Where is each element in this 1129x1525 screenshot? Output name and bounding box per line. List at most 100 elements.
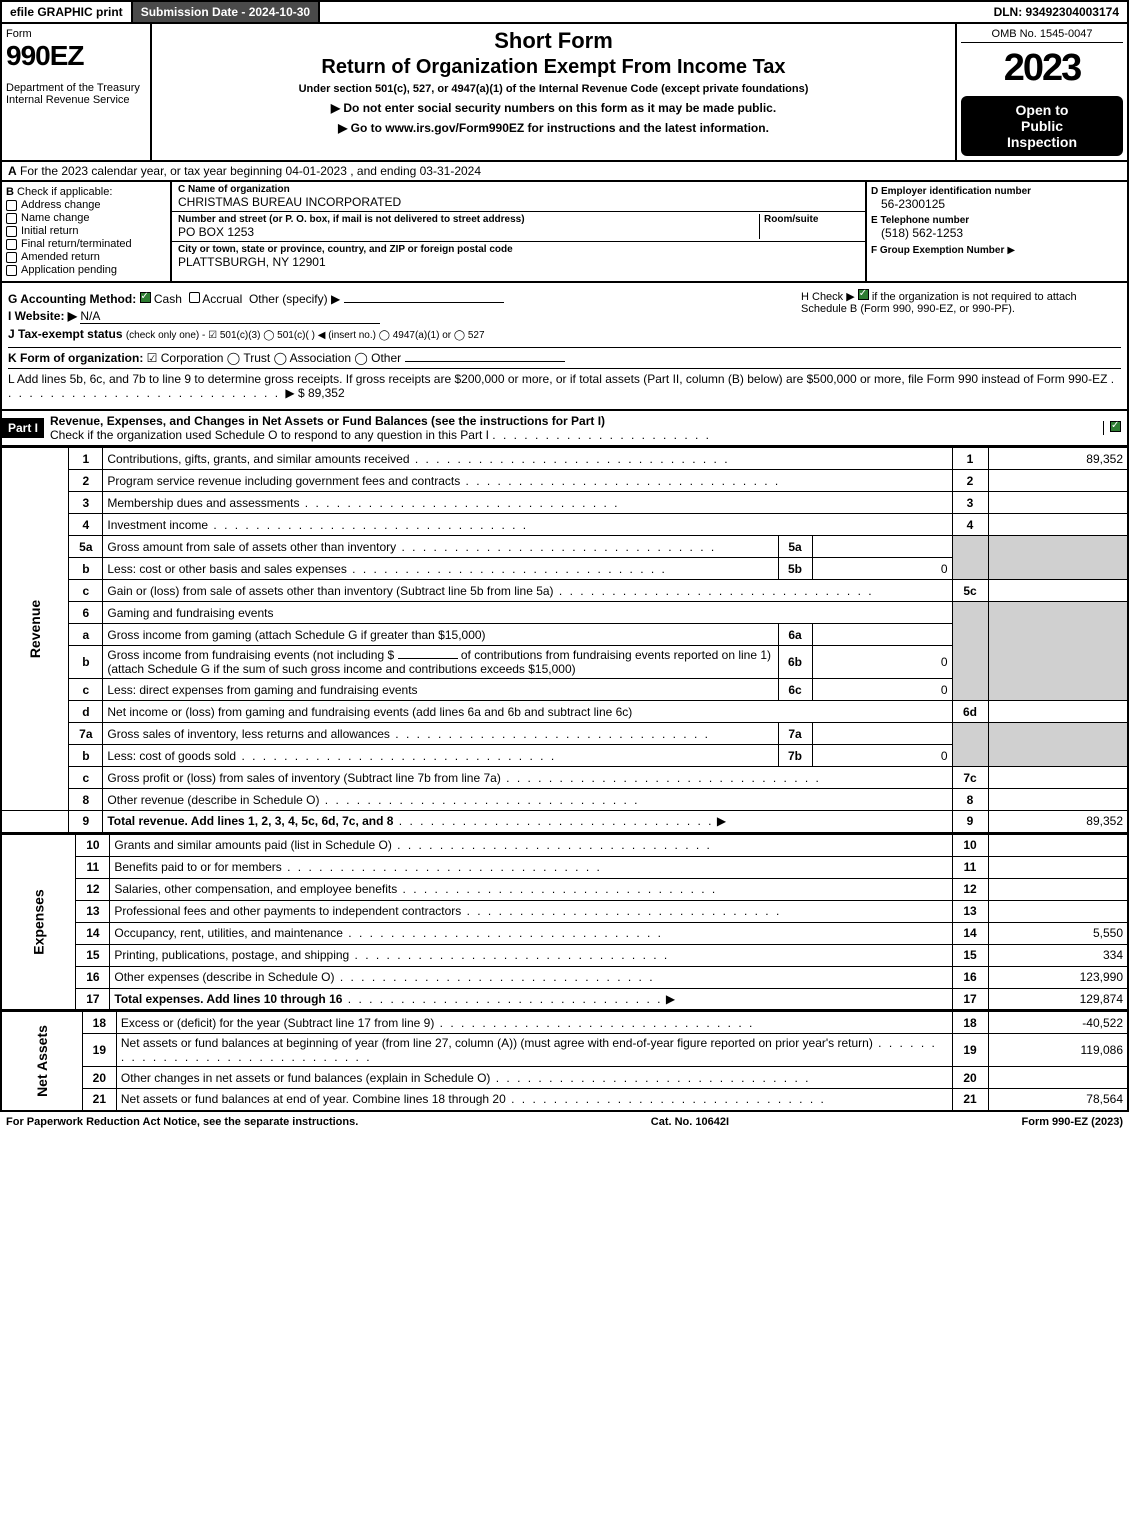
h-text1: H Check ▶ xyxy=(801,291,855,303)
col-num: 8 xyxy=(952,789,988,811)
shade-cell xyxy=(952,602,988,701)
chk-name-change[interactable]: Name change xyxy=(6,212,166,224)
line-desc: Benefits paid to or for members xyxy=(114,860,281,874)
g-label: G Accounting Method: xyxy=(8,292,136,306)
line-num: 12 xyxy=(76,878,110,900)
line-k: K Form of organization: ☑ Corporation ◯ … xyxy=(8,347,1121,365)
part1-header: Part I Revenue, Expenses, and Changes in… xyxy=(0,411,1129,447)
chk-label: Name change xyxy=(21,212,90,224)
line-desc: Total expenses. Add lines 10 through 16 xyxy=(114,992,342,1006)
line-l: L Add lines 5b, 6c, and 7b to line 9 to … xyxy=(8,368,1121,400)
c-city-value: PLATTSBURGH, NY 12901 xyxy=(178,255,859,269)
form-number: 990EZ xyxy=(6,40,146,72)
col-num: 5c xyxy=(952,580,988,602)
part1-checkbox[interactable] xyxy=(1103,421,1127,435)
line-num: 20 xyxy=(82,1067,116,1089)
col-num: 10 xyxy=(952,834,988,856)
line-desc: Excess or (deficit) for the year (Subtra… xyxy=(121,1016,434,1030)
line-num: 18 xyxy=(82,1012,116,1034)
c-name-label: C Name of organization xyxy=(178,184,859,195)
line-num: 17 xyxy=(76,988,110,1010)
chk-initial-return[interactable]: Initial return xyxy=(6,225,166,237)
line-desc: Grants and similar amounts paid (list in… xyxy=(114,838,391,852)
i-value: N/A xyxy=(80,309,100,323)
sub-value: 0 xyxy=(812,558,952,580)
line-desc: Gross amount from sale of assets other t… xyxy=(107,540,396,554)
footer-center: Cat. No. 10642I xyxy=(651,1116,729,1128)
line-num: 16 xyxy=(76,966,110,988)
line-desc: Investment income xyxy=(107,518,208,532)
top-bar: efile GRAPHIC print Submission Date - 20… xyxy=(0,0,1129,24)
tax-year: 2023 xyxy=(961,47,1123,90)
col-num: 11 xyxy=(952,856,988,878)
under-section: Under section 501(c), 527, or 4947(a)(1)… xyxy=(156,83,951,95)
goto-link[interactable]: ▶ Go to www.irs.gov/Form990EZ for instru… xyxy=(156,121,951,135)
c-street-value: PO BOX 1253 xyxy=(178,225,759,239)
chk-final-return[interactable]: Final return/terminated xyxy=(6,238,166,250)
line-j: J Tax-exempt status (check only one) - ☑… xyxy=(8,327,793,341)
col-val xyxy=(988,514,1128,536)
arrow-icon: ▶ xyxy=(666,992,675,1006)
chk-label: Application pending xyxy=(21,264,117,276)
chk-label: Address change xyxy=(21,199,101,211)
col-num: 15 xyxy=(952,944,988,966)
chk-application-pending[interactable]: Application pending xyxy=(6,264,166,276)
shade-cell xyxy=(988,723,1128,767)
chk-label: Final return/terminated xyxy=(21,238,132,250)
arrow-icon: ▶ xyxy=(717,814,726,828)
checkbox-icon xyxy=(6,213,17,224)
sub-value: 0 xyxy=(812,646,952,679)
col-val: 78,564 xyxy=(988,1089,1128,1111)
part1-badge: Part I xyxy=(2,418,44,438)
g-cash: Cash xyxy=(154,292,182,306)
dept-label: Department of the Treasury xyxy=(6,82,146,94)
f-group-label: F Group Exemption Number xyxy=(871,245,1004,256)
line-desc: Gain or (loss) from sale of assets other… xyxy=(107,584,553,598)
col-num: 18 xyxy=(952,1012,988,1034)
line-num: 6 xyxy=(69,602,103,624)
col-val xyxy=(988,580,1128,602)
e-tel-label: E Telephone number xyxy=(871,215,1123,226)
line-desc: Less: cost or other basis and sales expe… xyxy=(107,562,346,576)
col-num: 7c xyxy=(952,767,988,789)
expenses-label: Expenses xyxy=(31,889,47,954)
section-a-text: For the 2023 calendar year, or tax year … xyxy=(20,164,481,178)
open-line1: Open to xyxy=(963,102,1121,118)
line-num: a xyxy=(69,624,103,646)
k-label: K Form of organization: xyxy=(8,351,143,365)
col-num: 9 xyxy=(952,811,988,833)
line-num: c xyxy=(69,679,103,701)
col-val xyxy=(988,834,1128,856)
page-footer: For Paperwork Reduction Act Notice, see … xyxy=(0,1112,1129,1132)
line-desc: Gross income from fundraising events (no… xyxy=(107,648,394,662)
line-num: 5a xyxy=(69,536,103,558)
col-val: 119,086 xyxy=(988,1034,1128,1067)
shade-cell xyxy=(988,602,1128,701)
short-form-title: Short Form xyxy=(156,28,951,54)
k-blank xyxy=(405,361,565,362)
checkbox-checked-icon xyxy=(140,292,151,303)
col-val xyxy=(988,767,1128,789)
checkbox-icon xyxy=(6,252,17,263)
col-num: 14 xyxy=(952,922,988,944)
line-desc: Other changes in net assets or fund bala… xyxy=(121,1071,491,1085)
chk-address-change[interactable]: Address change xyxy=(6,199,166,211)
sub-label: 5a xyxy=(778,536,812,558)
line-num: 1 xyxy=(69,448,103,470)
form-header: Form 990EZ Department of the Treasury In… xyxy=(0,24,1129,162)
g-accrual: Accrual xyxy=(202,292,242,306)
chk-amended-return[interactable]: Amended return xyxy=(6,251,166,263)
line-num: 15 xyxy=(76,944,110,966)
section-b: B Check if applicable: Address change Na… xyxy=(2,182,172,281)
line-desc: Salaries, other compensation, and employ… xyxy=(114,882,397,896)
line-num: c xyxy=(69,767,103,789)
line-num: d xyxy=(69,701,103,723)
sub-label: 7b xyxy=(778,745,812,767)
shade-cell xyxy=(952,536,988,580)
col-num: 6d xyxy=(952,701,988,723)
line-desc: Less: cost of goods sold xyxy=(107,749,236,763)
col-num: 12 xyxy=(952,878,988,900)
j-rest: (check only one) - ☑ 501(c)(3) ◯ 501(c)(… xyxy=(126,330,485,341)
shade-cell xyxy=(952,723,988,767)
checkbox-icon xyxy=(6,200,17,211)
